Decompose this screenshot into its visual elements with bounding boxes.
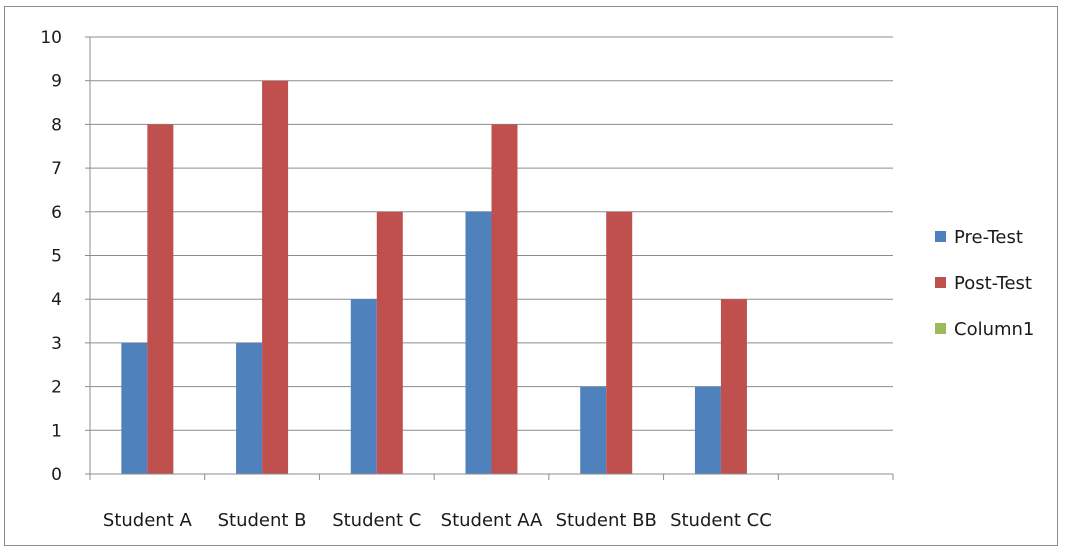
y-tick-label: 8	[51, 115, 62, 135]
legend-swatch	[935, 277, 946, 288]
legend: Pre-Test Post-Test Column1	[935, 227, 1034, 340]
bar-post-test	[147, 124, 174, 475]
y-tick-label: 7	[51, 159, 62, 179]
bar-post-test	[720, 299, 747, 474]
bar-post-test	[491, 124, 518, 475]
legend-label: Column1	[954, 319, 1034, 340]
legend-swatch	[935, 231, 946, 242]
y-tick-label: 2	[51, 378, 62, 398]
bar-post-test	[376, 211, 403, 475]
y-tick-label: 9	[51, 72, 62, 92]
legend-label: Post-Test	[954, 273, 1032, 294]
x-category-label: Student A	[103, 510, 193, 531]
axes	[89, 37, 894, 480]
bar-pre-test	[121, 342, 148, 474]
bar-pre-test	[580, 386, 607, 474]
y-tick-label: 3	[51, 334, 62, 354]
x-category-label: Student BB	[556, 510, 657, 531]
x-category-label: Student CC	[670, 510, 772, 531]
x-axis-category-labels: Student A Student B Student C Student AA Stu…	[103, 510, 772, 531]
y-axis-tick-labels: 0 1 2 3 4 5 6 7 8 9 10	[40, 28, 62, 485]
y-tick-label: 0	[51, 465, 62, 485]
bar-post-test	[606, 211, 633, 475]
y-tick-label: 5	[51, 247, 62, 267]
y-tick-label: 1	[51, 421, 62, 441]
bar-post-test	[262, 80, 289, 474]
bars	[121, 80, 747, 475]
y-tick-label: 4	[51, 290, 62, 310]
legend-swatch	[935, 323, 946, 334]
y-tick-label: 10	[40, 28, 62, 48]
x-category-label: Student C	[332, 510, 421, 531]
bar-pre-test	[465, 211, 492, 475]
x-category-label: Student B	[218, 510, 307, 531]
y-tick-label: 6	[51, 203, 62, 223]
x-category-label: Student AA	[441, 510, 543, 531]
bar-pre-test	[694, 386, 721, 474]
chart-frame	[4, 6, 1058, 546]
legend-label: Pre-Test	[954, 227, 1023, 248]
bar-pre-test	[236, 342, 263, 474]
bar-pre-test	[350, 299, 377, 474]
